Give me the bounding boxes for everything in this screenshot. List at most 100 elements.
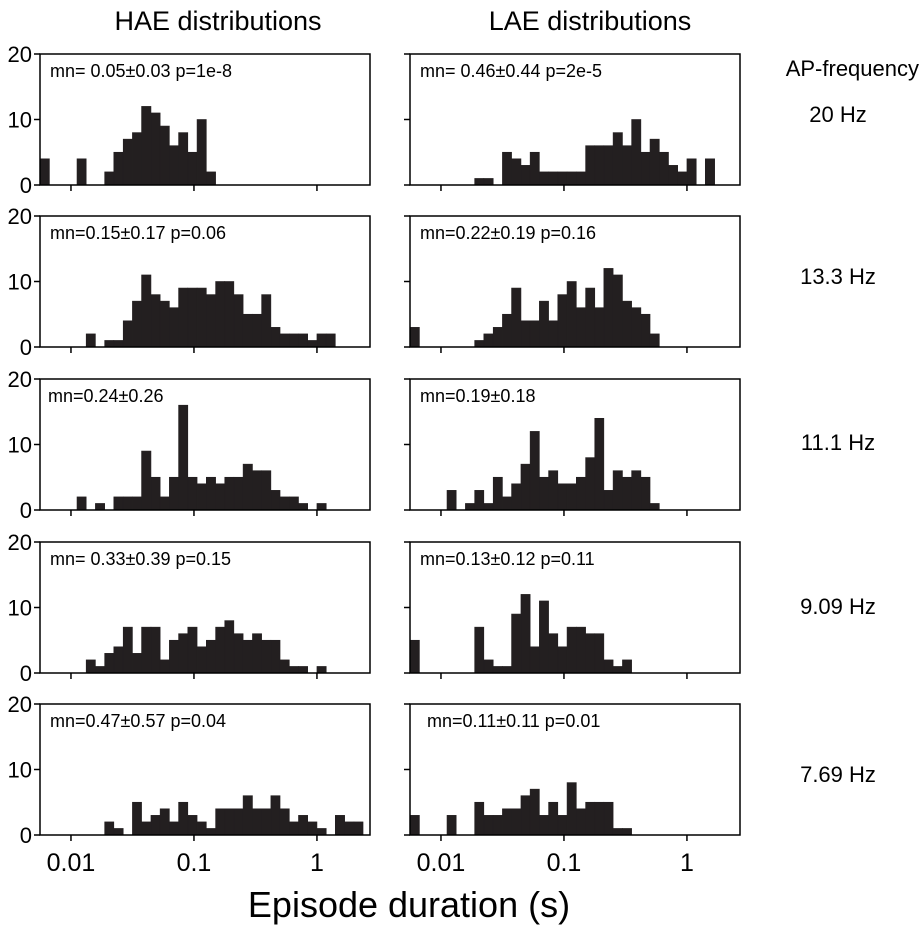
histogram-bar <box>566 782 577 836</box>
histogram-bar <box>603 145 614 186</box>
histogram-bar <box>206 639 216 674</box>
histogram-bar <box>502 151 512 186</box>
histogram-bar <box>483 659 494 674</box>
y-tick-label: 20 <box>8 42 32 67</box>
histogram-bar <box>169 639 179 674</box>
y-tick-label: 20 <box>8 692 32 717</box>
histogram-bar <box>298 666 308 674</box>
histogram-bar <box>178 287 189 348</box>
histogram-panel: mn=0.24±0.26 <box>34 378 371 516</box>
histogram-bar <box>39 158 50 186</box>
histogram-bar <box>122 496 133 511</box>
histogram-bar <box>631 470 642 511</box>
histogram-bar <box>132 653 142 674</box>
histogram-bar <box>594 633 605 674</box>
y-tick-label: 20 <box>8 204 32 229</box>
histogram-bar <box>502 666 512 674</box>
histogram-bar <box>548 171 559 186</box>
histogram-bar <box>529 646 540 674</box>
row-header-ap-frequency: AP-frequency <box>786 56 919 81</box>
x-tick-label: 1 <box>680 849 694 877</box>
histogram-bar <box>85 333 96 348</box>
histogram-bar <box>520 165 531 186</box>
histogram-bar <box>270 327 281 348</box>
histogram-bar <box>539 815 549 836</box>
histogram-bar <box>520 463 531 511</box>
histogram-panel: mn= 0.05±0.03 p=1e-8 <box>34 53 371 191</box>
histogram-bar <box>95 503 105 511</box>
histogram-bar <box>576 476 586 511</box>
histogram-bar <box>224 476 235 511</box>
histogram-bar <box>141 274 152 348</box>
histogram-bar <box>325 333 336 348</box>
histogram-bar <box>169 821 179 836</box>
histogram-bar <box>307 340 318 348</box>
histogram-bar <box>603 801 614 836</box>
histogram-bar <box>279 808 290 836</box>
panel-annotation: mn=0.47±0.57 p=0.04 <box>50 711 226 731</box>
x-tick-label: 1 <box>310 849 324 877</box>
histogram-bar <box>492 666 503 674</box>
panel-annotation: mn=0.15±0.17 p=0.06 <box>50 223 226 243</box>
histogram-bar <box>557 294 568 348</box>
histogram-bar <box>612 828 623 836</box>
histogram-bar <box>502 496 512 511</box>
panel-annotation: mn= 0.33±0.39 p=0.15 <box>50 549 231 569</box>
histogram-bar <box>511 808 522 836</box>
histogram-bar <box>594 417 605 511</box>
histogram-bar <box>316 666 327 674</box>
histogram-panel: mn=0.47±0.57 p=0.04 <box>34 703 371 841</box>
x-tick-label: 0.01 <box>417 849 466 877</box>
histogram-bar <box>483 178 494 186</box>
histogram-bar <box>215 808 226 836</box>
histogram-bar <box>622 659 632 674</box>
histogram-bar <box>132 801 142 836</box>
panel-annotation: mn=0.13±0.12 p=0.11 <box>420 549 595 569</box>
histogram-bar <box>122 626 133 674</box>
y-tick-label: 20 <box>8 367 32 392</box>
histogram-bar <box>270 639 281 674</box>
histogram-bar <box>557 815 568 836</box>
histogram-bar <box>502 808 512 836</box>
histogram-bar <box>539 300 549 348</box>
histogram-bar <box>224 281 235 348</box>
histogram-bar <box>576 171 586 186</box>
panel-annotation: mn=0.22±0.19 p=0.16 <box>420 223 596 243</box>
histogram-bar <box>242 313 253 348</box>
histogram-bar <box>150 626 161 674</box>
histogram-bar <box>196 821 207 836</box>
panels: 20 Hz 0 10 20 mn= 0.05±0.03 p=1e-8 mn= 0.46±0… <box>8 42 876 848</box>
x-tick-label: 0.01 <box>47 849 96 877</box>
histogram-bar <box>474 340 485 348</box>
histogram-bar <box>206 828 216 836</box>
histogram-bar <box>603 659 614 674</box>
histogram-bar <box>612 470 623 511</box>
histogram-bar <box>529 151 540 186</box>
histogram-bar <box>585 801 596 836</box>
histogram-bar <box>289 821 299 836</box>
y-tick-label: 0 <box>20 173 32 198</box>
histogram-bar <box>529 788 540 836</box>
histogram-bar <box>76 496 87 511</box>
histogram-bar <box>316 333 327 348</box>
histogram-bar <box>215 483 226 511</box>
histogram-bar <box>196 119 207 186</box>
histogram-bar <box>465 503 475 511</box>
histogram-bar <box>270 490 281 511</box>
histogram-bar <box>279 659 290 674</box>
histogram-bar <box>622 145 632 186</box>
histogram-bar <box>150 112 161 186</box>
histogram-bar <box>474 801 485 836</box>
histogram-bar <box>141 106 152 186</box>
histogram-bar <box>113 828 124 836</box>
histogram-bar <box>585 145 596 186</box>
histogram-bar <box>169 307 179 348</box>
histogram-bar <box>141 626 152 674</box>
histogram-bar <box>631 307 642 348</box>
histogram-bar <box>539 476 549 511</box>
histogram-bar <box>576 808 586 836</box>
histogram-bar <box>132 496 142 511</box>
histogram-bar <box>141 450 152 511</box>
column-title-lae: LAE distributions <box>489 6 692 36</box>
